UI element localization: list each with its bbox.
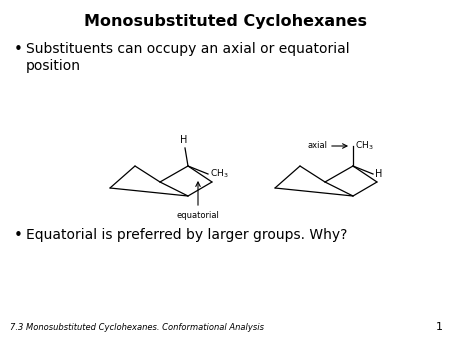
Text: Equatorial is preferred by larger groups. Why?: Equatorial is preferred by larger groups…	[26, 228, 347, 242]
Text: CH$_3$: CH$_3$	[210, 168, 229, 180]
Text: equatorial: equatorial	[176, 211, 220, 220]
Text: 1: 1	[436, 322, 443, 332]
Text: Monosubstituted Cyclohexanes: Monosubstituted Cyclohexanes	[84, 14, 366, 29]
Text: H: H	[180, 135, 188, 145]
Text: 7.3 Monosubstituted Cyclohexanes. Conformational Analysis: 7.3 Monosubstituted Cyclohexanes. Confor…	[10, 323, 264, 332]
Text: axial: axial	[307, 142, 327, 150]
Text: Substituents can occupy an axial or equatorial
position: Substituents can occupy an axial or equa…	[26, 42, 350, 73]
Text: •: •	[14, 228, 23, 243]
Text: H: H	[375, 169, 382, 179]
Text: CH$_3$: CH$_3$	[355, 140, 374, 152]
Text: •: •	[14, 42, 23, 57]
